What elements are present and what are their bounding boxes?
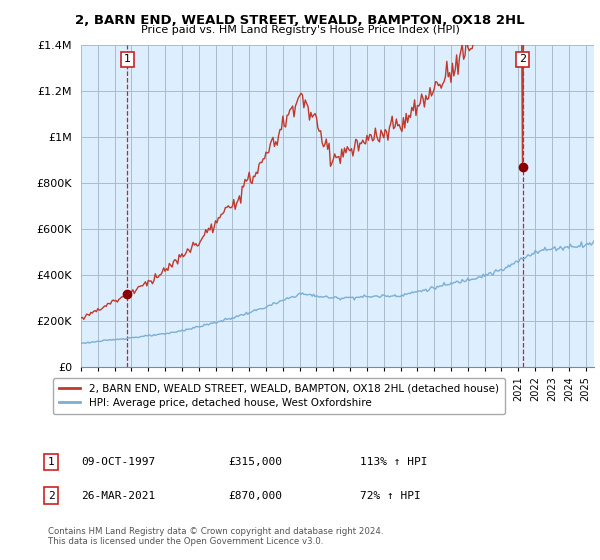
Text: 26-MAR-2021: 26-MAR-2021 [81,491,155,501]
Legend: 2, BARN END, WEALD STREET, WEALD, BAMPTON, OX18 2HL (detached house), HPI: Avera: 2, BARN END, WEALD STREET, WEALD, BAMPTO… [53,377,505,414]
Text: 72% ↑ HPI: 72% ↑ HPI [360,491,421,501]
Text: 113% ↑ HPI: 113% ↑ HPI [360,457,427,467]
Text: 2: 2 [47,491,55,501]
Text: 1: 1 [124,54,131,64]
Text: 1: 1 [47,457,55,467]
Text: Price paid vs. HM Land Registry's House Price Index (HPI): Price paid vs. HM Land Registry's House … [140,25,460,35]
Text: Contains HM Land Registry data © Crown copyright and database right 2024.
This d: Contains HM Land Registry data © Crown c… [48,526,383,546]
Text: £315,000: £315,000 [228,457,282,467]
Text: £870,000: £870,000 [228,491,282,501]
Text: 2: 2 [519,54,526,64]
Text: 2, BARN END, WEALD STREET, WEALD, BAMPTON, OX18 2HL: 2, BARN END, WEALD STREET, WEALD, BAMPTO… [75,14,525,27]
Text: 09-OCT-1997: 09-OCT-1997 [81,457,155,467]
